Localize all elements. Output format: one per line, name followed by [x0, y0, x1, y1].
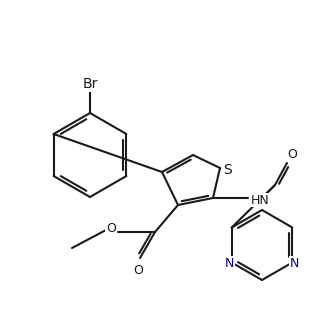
Text: N: N [225, 257, 234, 270]
Text: O: O [106, 222, 116, 234]
Text: HN: HN [251, 193, 270, 206]
Text: Br: Br [82, 77, 98, 91]
Text: O: O [133, 264, 143, 277]
Text: O: O [287, 148, 297, 162]
Text: S: S [223, 163, 231, 177]
Text: N: N [290, 257, 299, 270]
